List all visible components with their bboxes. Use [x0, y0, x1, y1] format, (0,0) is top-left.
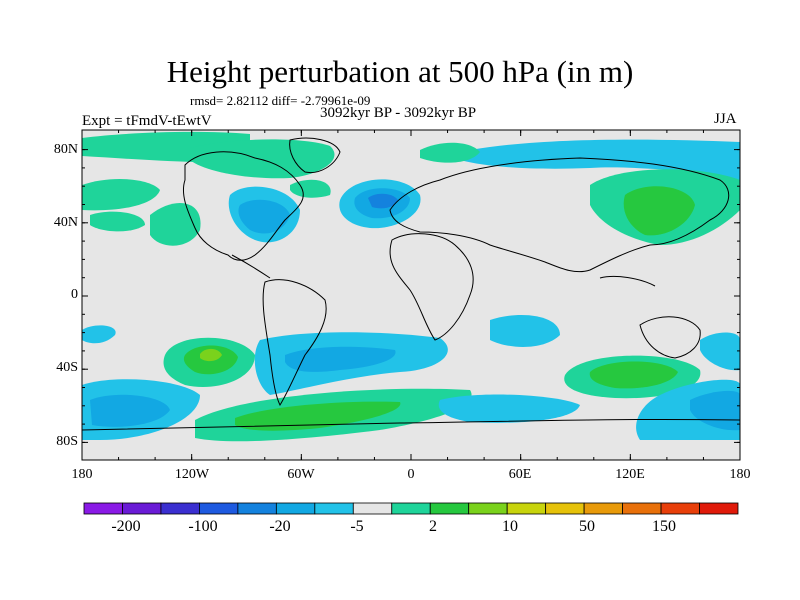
- colorbar-label-2: 2: [429, 518, 437, 535]
- colorbar-swatch: [506, 502, 547, 515]
- colorbar-label-10: 10: [502, 518, 518, 535]
- colorbar-label-50: 50: [579, 518, 595, 535]
- colorbar-label-minus200: -200: [111, 518, 141, 535]
- x-tick-label-60w: 60W: [287, 467, 315, 482]
- colorbar-swatch: [699, 502, 739, 515]
- x-tick-label-60e: 60E: [508, 467, 532, 482]
- contour-green-pacific: [90, 211, 145, 232]
- colorbar-swatch: [160, 502, 200, 515]
- contour-midblue-southern-ocean-west: [90, 394, 170, 427]
- colorbar-swatch: [583, 502, 623, 515]
- colorbar-swatch: [314, 502, 354, 515]
- contour-field: [82, 130, 740, 460]
- colorbar-label-150: 150: [652, 518, 676, 535]
- contour-midgreen-east-asia: [623, 186, 695, 236]
- experiment-label: Expt = tFmdV-tEwtV: [82, 113, 212, 129]
- y-tick-label-80s: 80S: [56, 434, 78, 449]
- colorbar-swatch: [429, 502, 470, 515]
- coast-north-america: [182, 151, 304, 261]
- y-tick-label-40s: 40S: [56, 360, 78, 375]
- x-tick-label-120w: 120W: [174, 467, 210, 482]
- x-tick-label-180e: 180: [729, 467, 751, 482]
- coast-africa: [389, 233, 474, 341]
- colorbar-swatch: [275, 502, 316, 515]
- contour-green-scandinavia: [420, 142, 480, 163]
- y-tick-label-80n: 80N: [53, 142, 78, 157]
- colorbar-swatch: [122, 502, 162, 515]
- colorbar-swatch: [545, 502, 585, 515]
- contour-green-north-pacific: [82, 178, 160, 211]
- colorbar-swatch: [352, 502, 393, 515]
- contour-green-west-coast: [150, 203, 201, 246]
- y-tick-label-40n: 40N: [53, 215, 78, 230]
- contour-midblue-north-america: [238, 199, 290, 234]
- contour-blue-southeast: [700, 332, 740, 371]
- contour-yellowgreen-south-pacific: [200, 348, 222, 362]
- x-tick-label-0: 0: [407, 467, 415, 482]
- x-tick-label-120e: 120E: [615, 467, 645, 482]
- x-tick-label-180w: 180: [71, 467, 93, 482]
- contour-blue-southern-ocean-east: [438, 394, 580, 423]
- contour-midgreen-southern-ocean: [235, 401, 401, 431]
- time-period: 3092kyr BP - 3092kyr BP: [320, 105, 477, 121]
- contour-midgreen-south-indian: [589, 361, 678, 389]
- colorbar-swatch: [237, 502, 277, 515]
- colorbar-label-minus20: -20: [269, 518, 291, 535]
- contour-darkblue-north-atlantic: [368, 193, 398, 209]
- contour-midblue-southeast-ocean: [690, 390, 740, 431]
- contour-blue-south-pacific-west: [82, 325, 116, 344]
- y-tick-label-0: 0: [71, 287, 78, 302]
- coast-south-america: [262, 279, 327, 407]
- axis-ticks: [81, 130, 741, 460]
- colorbar-swatch: [660, 502, 700, 515]
- coast-eurasia: [389, 157, 730, 273]
- contour-blue-indian-ocean: [490, 315, 560, 347]
- contour-blue-north-eurasia: [460, 139, 740, 172]
- map-title: Height perturbation at 500 hPa (in m): [166, 54, 634, 89]
- coastlines: [82, 137, 740, 431]
- colorbar-swatch: [622, 502, 662, 515]
- contour-midblue-south-atlantic: [285, 346, 396, 372]
- colorbar: [83, 502, 739, 515]
- coast-indonesia: [599, 275, 656, 287]
- colorbar-swatch: [468, 502, 508, 515]
- contour-green-labrador: [290, 179, 331, 198]
- contour-green-greenland: [190, 139, 335, 179]
- colorbar-label-minus100: -100: [188, 518, 218, 535]
- colorbar-swatch: [83, 502, 123, 515]
- colorbar-label-minus5: -5: [350, 518, 364, 535]
- coast-central-america: [231, 254, 271, 279]
- colorbar-swatch: [391, 502, 431, 515]
- coast-greenland: [289, 137, 341, 174]
- colorbar-swatch: [199, 502, 239, 515]
- season-label: JJA: [714, 111, 737, 127]
- coast-australia: [639, 316, 701, 359]
- coast-antarctica: [82, 418, 740, 431]
- rmsd-stats: rmsd= 2.82112 diff= -2.79961e-09: [190, 93, 371, 108]
